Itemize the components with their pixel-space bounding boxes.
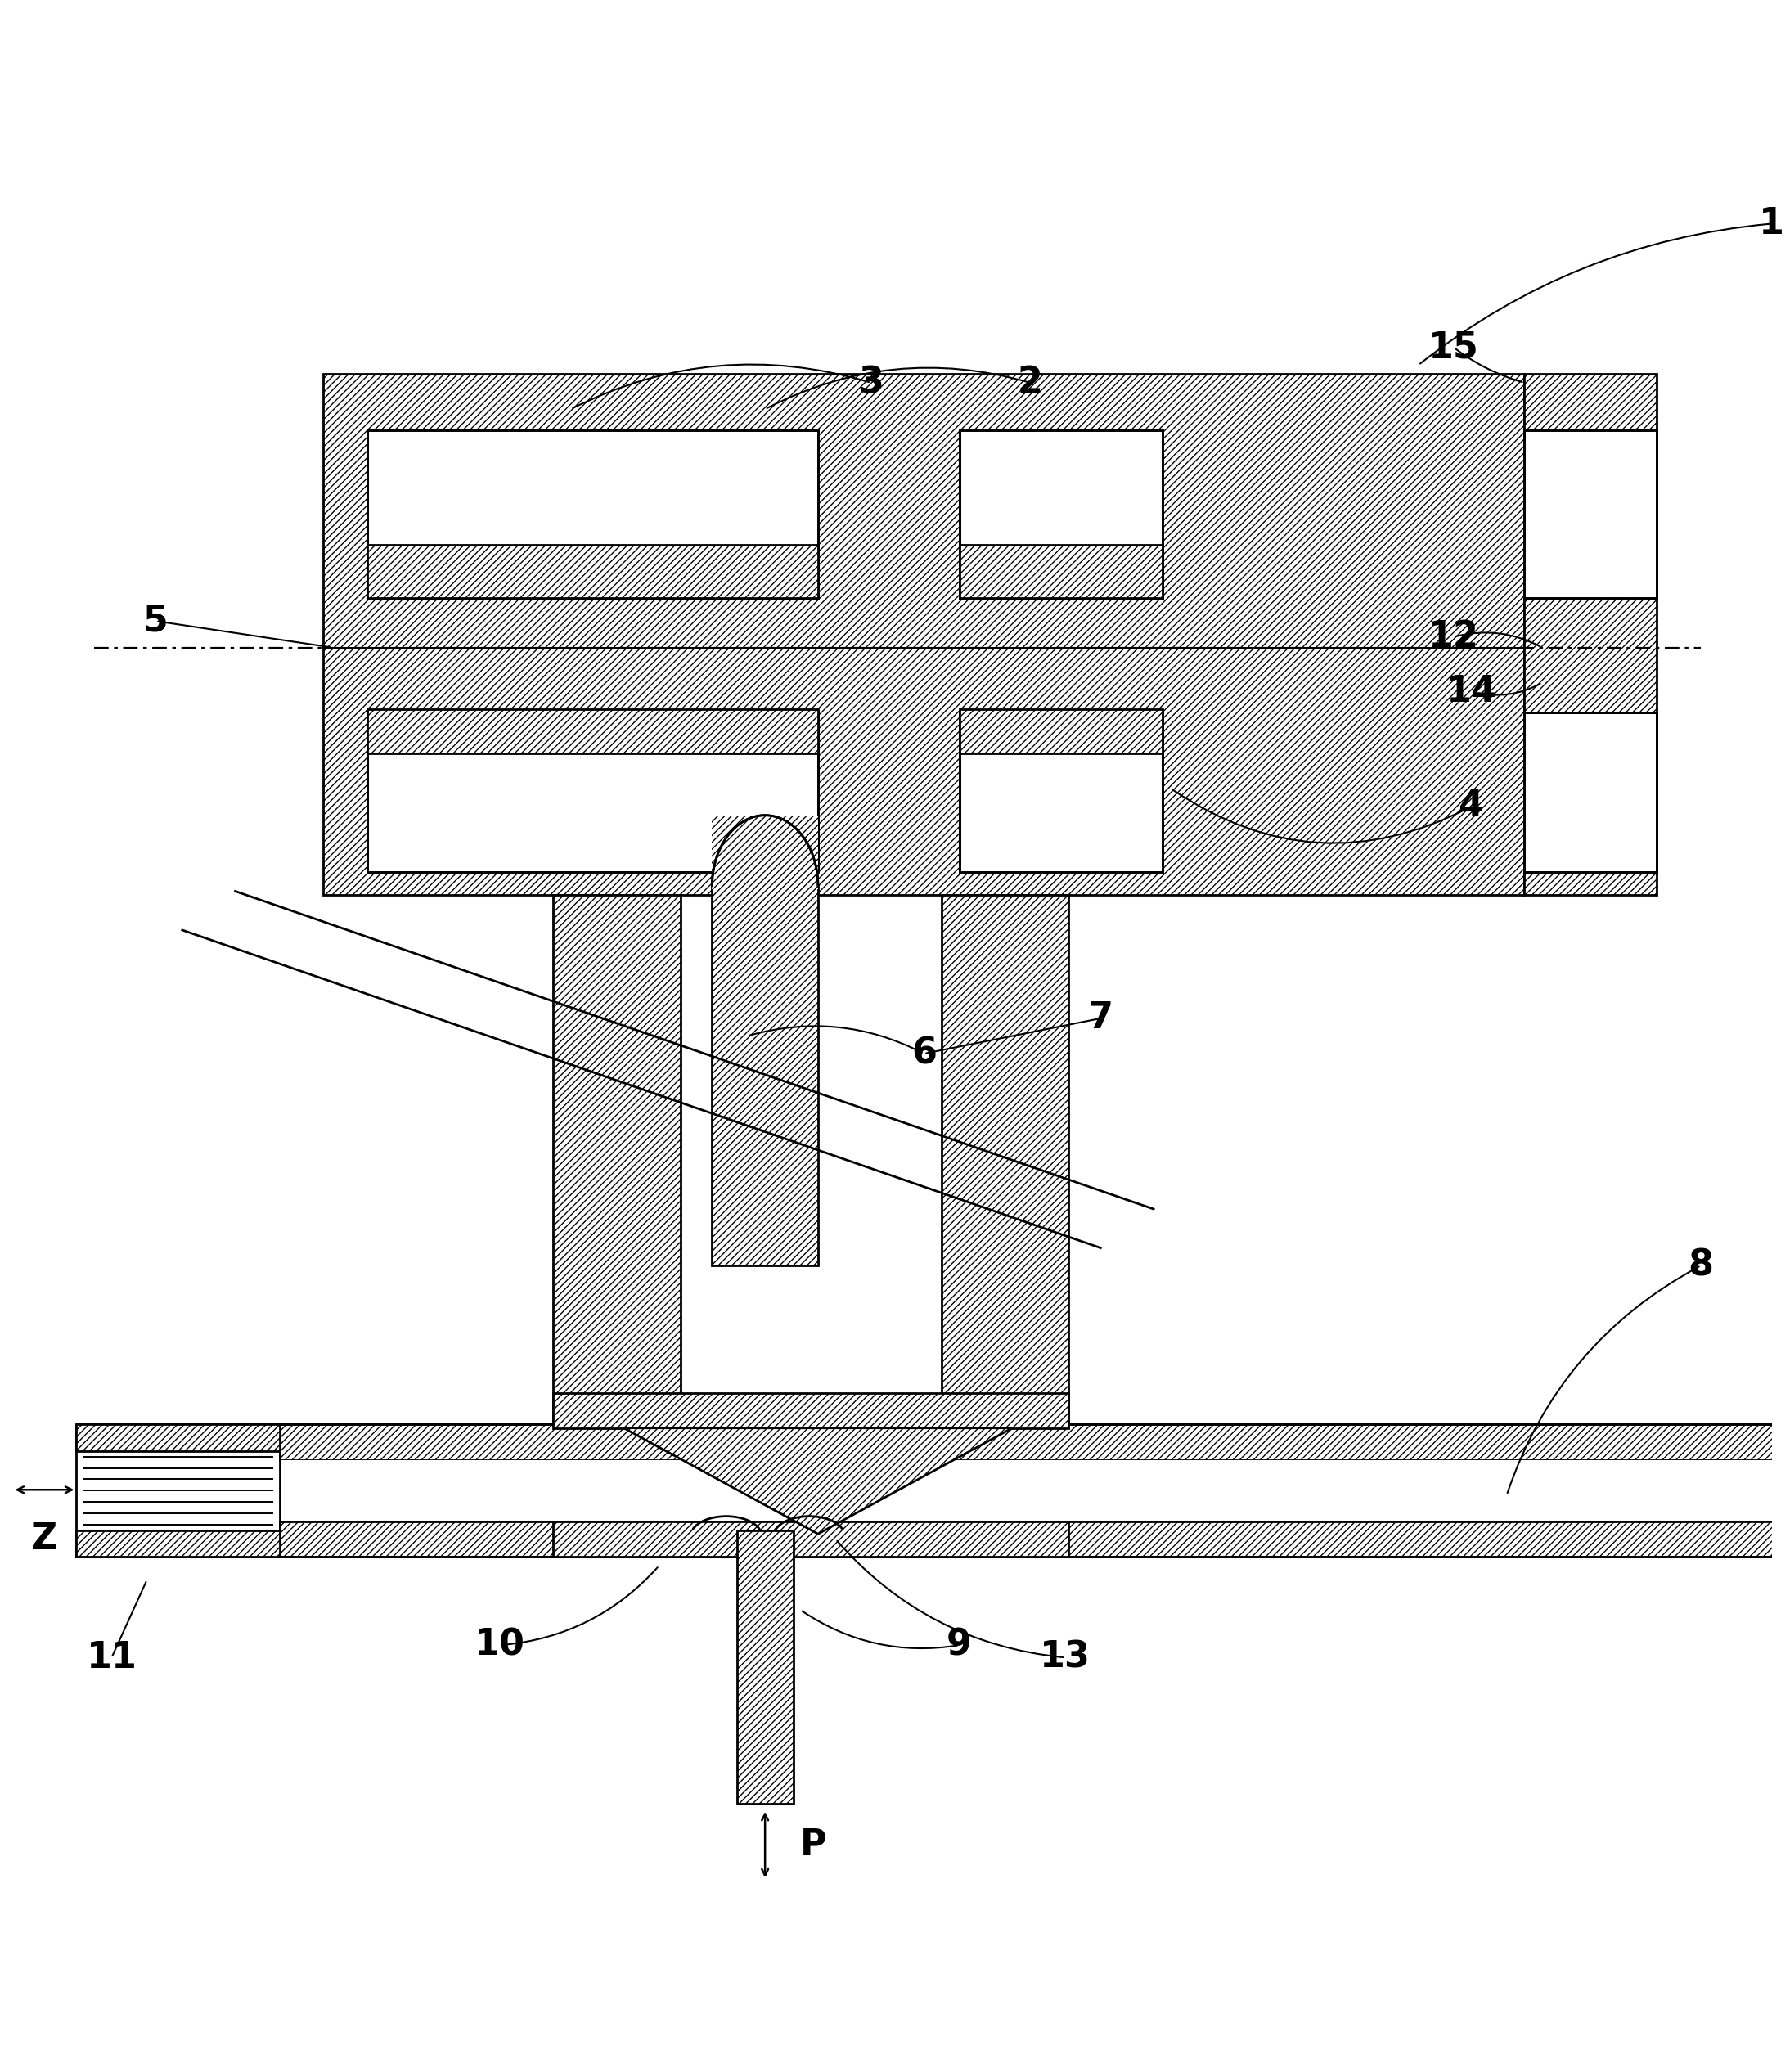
Bar	[279, 1461, 1790, 1521]
Text: Z: Z	[32, 1521, 57, 1556]
Text: 1: 1	[1760, 207, 1785, 240]
Bar	[737, 1531, 793, 1805]
Bar	[712, 887, 818, 1266]
Text: 14: 14	[1446, 673, 1496, 709]
Bar	[712, 814, 818, 889]
Bar	[959, 709, 1162, 754]
Bar	[553, 1392, 1069, 1428]
Bar	[1525, 373, 1658, 895]
Bar	[279, 1423, 1790, 1461]
Bar	[959, 431, 1162, 599]
Text: P: P	[800, 1828, 827, 1863]
Bar	[942, 895, 1069, 1461]
Bar	[77, 1531, 279, 1556]
Bar	[324, 373, 1525, 649]
Text: 11: 11	[86, 1639, 138, 1674]
Bar	[959, 713, 1162, 872]
Bar	[367, 709, 818, 754]
Polygon shape	[623, 1428, 1013, 1533]
Text: 3: 3	[859, 365, 884, 400]
Text: 4: 4	[1459, 789, 1484, 825]
Text: 6: 6	[911, 1036, 936, 1071]
Text: 10: 10	[474, 1629, 526, 1662]
Text: 5: 5	[143, 603, 168, 638]
Bar	[367, 431, 818, 599]
Text: 8: 8	[1688, 1247, 1713, 1283]
Text: 2: 2	[1017, 365, 1042, 400]
Text: 7: 7	[1088, 1001, 1113, 1036]
Text: 12: 12	[1428, 620, 1479, 655]
Bar	[324, 649, 1525, 895]
Bar	[553, 895, 680, 1461]
Bar	[1525, 713, 1658, 872]
Polygon shape	[712, 814, 818, 887]
Bar	[367, 545, 818, 599]
Bar	[959, 545, 1162, 599]
Bar	[553, 1521, 1069, 1556]
Text: 9: 9	[947, 1629, 972, 1662]
Bar	[77, 1423, 279, 1450]
Text: 15: 15	[1428, 329, 1479, 365]
Text: 13: 13	[1040, 1639, 1090, 1674]
Bar	[367, 713, 818, 872]
Bar	[279, 1521, 1790, 1556]
Bar	[1525, 431, 1658, 599]
